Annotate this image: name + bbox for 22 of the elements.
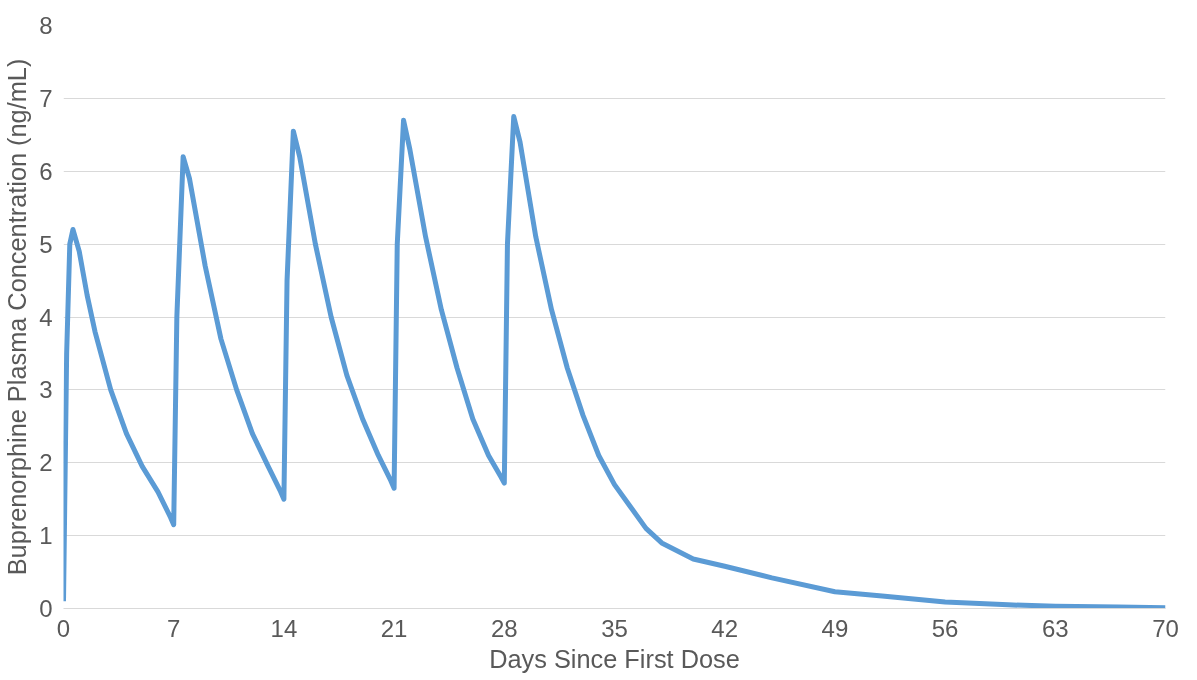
x-tick-label: 42 [711, 614, 739, 642]
x-tick-label: 0 [56, 614, 71, 642]
x-tick-label: 14 [270, 614, 298, 642]
y-tick-label: 3 [39, 376, 53, 404]
y-tick-label: 8 [39, 12, 53, 39]
x-tick-label: 63 [1041, 614, 1069, 642]
y-tick-label: 6 [39, 157, 53, 185]
x-tick-label: 28 [490, 614, 518, 642]
y-axis-title: Buprenorphine Plasma Concentration (ng/mL) [3, 58, 32, 576]
x-axis-title: Days Since First Dose [489, 644, 740, 673]
y-tick-label: 0 [39, 595, 53, 622]
x-tick-label: 56 [931, 614, 959, 642]
x-tick-label: 21 [380, 614, 408, 642]
y-tick-label: 2 [39, 449, 53, 477]
y-tick-label: 5 [39, 230, 53, 258]
x-tick-label: 7 [167, 614, 181, 642]
x-tick-label: 35 [601, 614, 628, 642]
y-tick-label: 4 [39, 303, 53, 331]
x-tick-label: 49 [821, 614, 849, 642]
y-tick-label: 7 [39, 84, 53, 112]
y-tick-label: 1 [39, 522, 53, 550]
x-tick-label: 70 [1152, 614, 1179, 642]
